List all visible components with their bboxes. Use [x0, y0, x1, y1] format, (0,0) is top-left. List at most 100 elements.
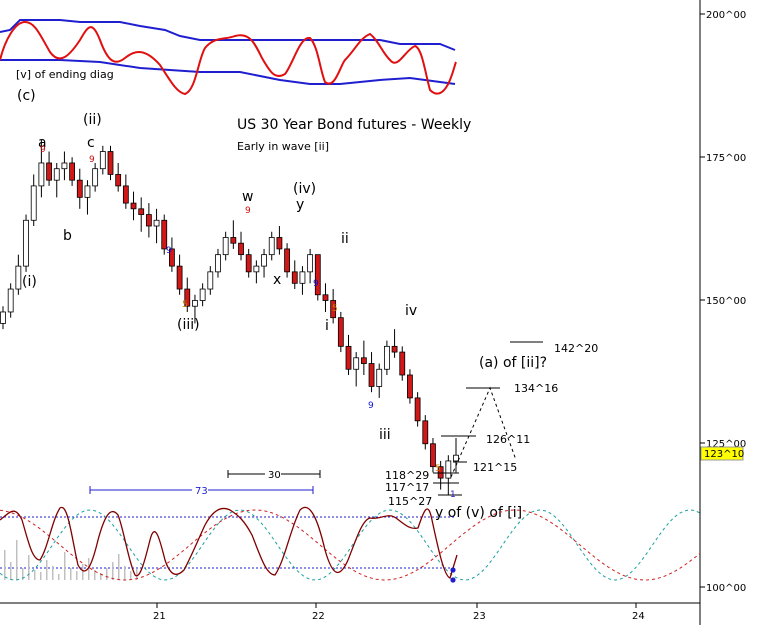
candle-down [184, 288, 191, 307]
time-tick-label: 22 [312, 611, 325, 622]
candle-down [76, 179, 83, 198]
candle-up [38, 162, 45, 187]
candle-down [230, 237, 237, 244]
candle-down [314, 254, 321, 296]
wave-labels: [v] of ending diag (c) a c (ii) b (i) (i… [16, 68, 547, 521]
wave-label: x [273, 272, 281, 288]
candle-down [437, 466, 444, 479]
price-level-label: 121^15 [473, 461, 517, 474]
count-label: 9 [368, 401, 374, 411]
candle-up [299, 271, 306, 284]
histogram-bar [118, 554, 120, 580]
count-label: 9 [313, 279, 319, 289]
histogram-bar [94, 570, 96, 580]
candle-down [107, 151, 114, 175]
svg-text:123^10: 123^10 [704, 449, 744, 460]
cycle-bracket-label: 73 [195, 486, 208, 497]
candle-up [253, 265, 260, 273]
wave-label: [v] of ending diag [16, 68, 114, 81]
price-tick-label: 100^00 [706, 583, 746, 594]
candle-up [84, 185, 91, 198]
wave-label: (i) [22, 274, 37, 290]
histogram-bar [52, 566, 54, 580]
candle-down [169, 248, 175, 267]
candle-up [15, 265, 22, 290]
count-label: 5 [182, 300, 188, 310]
candle-down [368, 363, 375, 387]
candle-down [414, 397, 421, 422]
candle-up [261, 254, 267, 267]
wave-label: (c) [17, 88, 36, 104]
candle-up [353, 357, 360, 370]
histogram-bar [82, 564, 84, 580]
candle-up [53, 168, 60, 181]
price-level-label: 115^27 [388, 495, 432, 508]
price-level-label: 117^17 [385, 481, 429, 494]
price-tick-label: 150^00 [706, 296, 746, 307]
candle-up [99, 151, 106, 170]
count-label: 5 [435, 464, 441, 474]
count-labels: 9 9 9 9 5 5 9 5 9 [40, 145, 441, 474]
count-label: 5 [332, 304, 338, 314]
candle-down [115, 174, 122, 187]
projection-path [450, 386, 517, 478]
chart-title: US 30 Year Bond futures - Weekly [237, 117, 471, 133]
oscillator-line [0, 20, 457, 96]
candle-up [192, 300, 198, 307]
histogram-bar [64, 552, 66, 580]
wave-label: ii [341, 231, 349, 247]
histogram-bar [88, 558, 90, 580]
candle-up [383, 345, 390, 370]
candle-down [291, 271, 298, 284]
time-axis-ticks: 21 22 23 24 [153, 603, 645, 622]
histogram-bar [34, 570, 36, 580]
wave-label: y of (v) of [i] [435, 505, 522, 521]
wave-label: (iii) [177, 317, 200, 333]
candle-up [268, 237, 275, 256]
wave-label: (ii) [83, 112, 102, 128]
candle-up [0, 311, 6, 324]
indicator-marker: 1 [450, 490, 456, 500]
candle-up [376, 368, 383, 387]
wave-label: iv [405, 303, 417, 319]
histogram-bar [16, 540, 18, 580]
candle-up [30, 185, 37, 221]
cycle-panel: 1 [0, 490, 701, 583]
candle-down [69, 162, 76, 181]
cycle-bracket-label: 30 [268, 470, 281, 481]
histogram-bar [22, 568, 24, 580]
histogram-bar [28, 555, 30, 580]
wave-label: c [87, 135, 95, 151]
candle-up [307, 254, 314, 273]
histogram-bar [112, 562, 114, 580]
chart-subtitle: Early in wave [ii] [237, 140, 329, 153]
wave-label: a [38, 135, 47, 151]
histogram-bar [76, 571, 78, 580]
candle-up [92, 168, 99, 187]
candle-up [215, 254, 221, 273]
candle-down [138, 208, 145, 215]
count-label: 9 [40, 145, 46, 155]
candle-down [130, 202, 137, 210]
wave-label: (iv) [293, 181, 316, 197]
candle-down [145, 214, 152, 227]
candle-down [46, 162, 52, 181]
candle-up [445, 460, 452, 479]
candle-up [207, 271, 214, 290]
price-level-label: 142^20 [554, 342, 598, 355]
price-level-label: 134^16 [514, 382, 558, 395]
candle-down [161, 219, 168, 250]
candle-up [222, 237, 229, 256]
histogram-bar [70, 568, 72, 580]
price-tick-label: 125^00 [706, 439, 746, 450]
price-axis-ticks: 200^00 175^00 150^00 125^00 100^00 [700, 10, 746, 594]
candle-up [153, 219, 160, 227]
maroon-oscillator [0, 506, 458, 579]
cycle-brackets: 73 30 [89, 469, 321, 497]
candle-up [453, 454, 459, 462]
time-tick-label: 24 [632, 611, 645, 622]
candle-down [399, 351, 406, 376]
histogram-bar [124, 566, 126, 580]
wave-label: w [242, 189, 253, 205]
